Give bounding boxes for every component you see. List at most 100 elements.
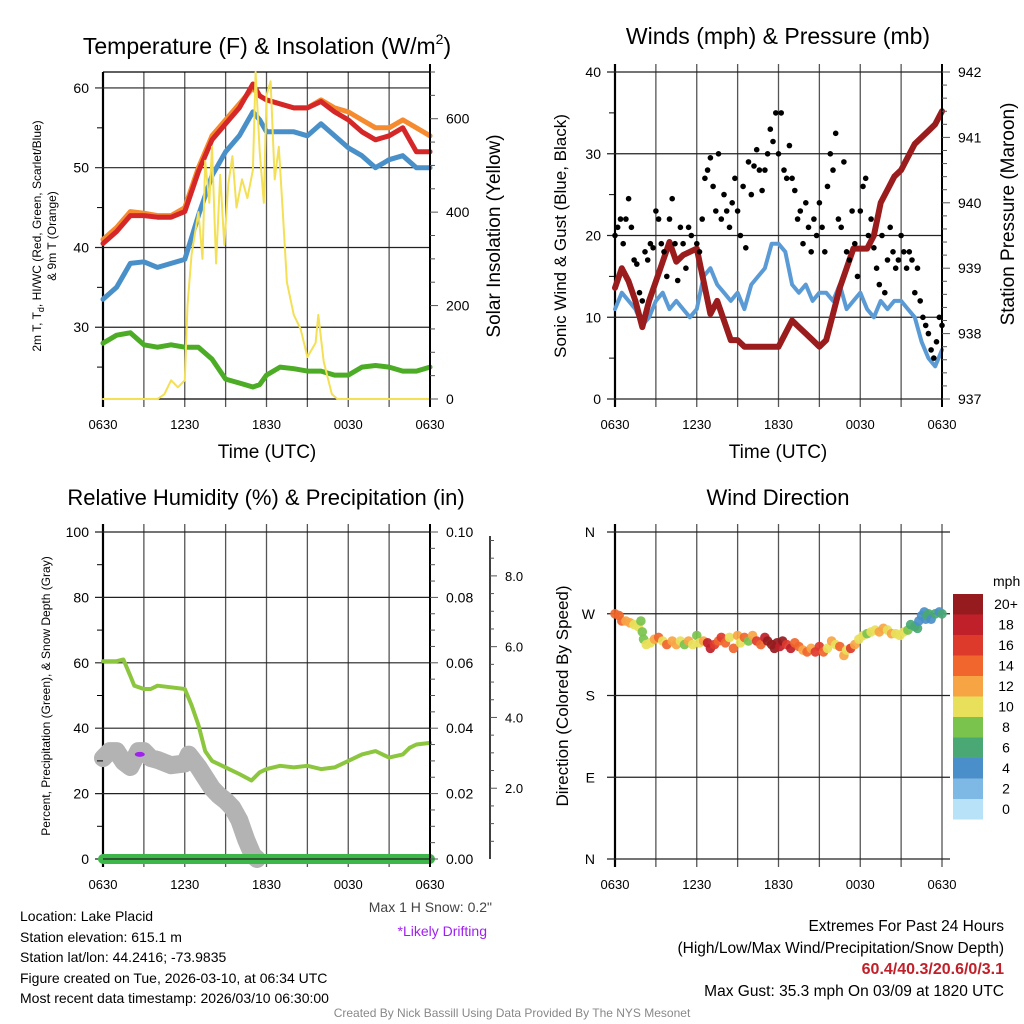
gust-point <box>669 195 675 202</box>
gust-point <box>745 159 752 165</box>
wdir-x-tick-label: 0030 <box>846 877 875 892</box>
gust-point <box>664 273 670 280</box>
temp-x-tick-label: 1830 <box>252 417 281 432</box>
legend-swatch <box>953 676 983 697</box>
wind-direction-point <box>692 630 702 641</box>
gust-point <box>729 200 735 206</box>
gust-point <box>783 175 790 182</box>
gust-point <box>813 232 820 239</box>
gust-point <box>614 224 621 231</box>
max-gust-text: Max Gust: 35.3 mph On 03/09 at 1820 UTC <box>704 982 1004 1000</box>
gust-point <box>922 322 929 329</box>
rh-x-tick-label: 1830 <box>252 877 281 892</box>
gust-point <box>775 151 782 157</box>
gust-point <box>636 289 643 296</box>
elevation-text: Station elevation: 615.1 m <box>20 928 182 945</box>
gust-point <box>617 216 624 222</box>
gust-point <box>892 265 899 272</box>
gust-point <box>871 245 877 251</box>
gust-point <box>723 208 730 214</box>
pressure-tick-label: 940 <box>958 195 982 211</box>
rh-x-tick-label: 0630 <box>89 877 118 892</box>
gust-point <box>822 249 828 255</box>
gust-point <box>789 175 795 182</box>
gust-point <box>688 232 695 239</box>
legend-label: 12 <box>998 678 1014 694</box>
series-snow-depth <box>94 742 266 868</box>
wdir-y-tick-label: E <box>586 769 595 785</box>
gust-point <box>849 208 855 214</box>
gust-point <box>792 187 798 194</box>
rh-x-tick-label: 0030 <box>334 877 363 892</box>
wind-x-tick-label: 0030 <box>846 417 875 432</box>
gust-point <box>751 163 757 169</box>
gust-point <box>857 208 864 214</box>
location-text: Location: Lake Placid <box>20 908 154 924</box>
extremes-title: Extremes For Past 24 Hours <box>808 918 1004 935</box>
legend-label: 18 <box>998 617 1014 633</box>
temp-x-tick-label: 0030 <box>334 417 363 432</box>
temp-x-tick-label: 1230 <box>170 417 199 432</box>
gust-point <box>852 240 858 247</box>
insolation-tick-label: 400 <box>446 204 470 220</box>
gust-point <box>781 167 787 173</box>
wind-direction-y-label: Direction (Colored By Speed) <box>553 585 572 806</box>
wind-y-tick-label: 0 <box>593 391 601 407</box>
precip-tick-label: 0.00 <box>446 851 473 867</box>
gust-point <box>702 175 708 182</box>
gust-point <box>876 281 883 288</box>
created-text: Figure created on Tue, 2026-03-10, at 06… <box>20 969 328 986</box>
gust-point <box>841 159 847 165</box>
gust-point <box>666 216 673 222</box>
gust-point <box>819 224 825 231</box>
gust-point <box>882 289 888 296</box>
legend-swatch <box>953 758 983 779</box>
wind-direction-point <box>724 632 735 643</box>
gust-point <box>642 249 648 255</box>
gust-point <box>740 183 746 190</box>
gust-point <box>655 216 662 222</box>
insolation-tick-label: 200 <box>446 298 470 314</box>
gust-point <box>674 277 681 284</box>
gust-point <box>873 265 880 272</box>
gust-point <box>661 249 667 255</box>
wdir-y-tick-label: N <box>585 524 595 540</box>
gust-point <box>658 240 665 247</box>
gust-point <box>931 355 937 361</box>
temperature-panel: Temperature (F) & Insolation (W/m2) 0630… <box>30 31 505 463</box>
series-hi-wc <box>100 109 433 302</box>
gust-point <box>718 216 725 222</box>
rh-x-tick-label: 1230 <box>170 877 199 892</box>
legend-swatch <box>953 614 983 635</box>
gust-point <box>914 265 921 272</box>
precip-tick-label: 0.04 <box>446 720 473 736</box>
gust-point <box>653 208 659 214</box>
legend-title: mph <box>993 573 1020 589</box>
gust-point <box>868 216 874 222</box>
wind-y-label: Sonic Wind & Gust (Blue, Black) <box>551 114 570 358</box>
rh-y-tick-label: 0 <box>81 851 89 867</box>
humidity-panel: Relative Humidity (%) & Precipitation (i… <box>39 485 523 939</box>
pressure-tick-label: 941 <box>958 129 982 145</box>
wdir-x-tick-label: 0630 <box>928 877 957 892</box>
max-snow-note: Max 1 H Snow: 0.2" <box>369 899 492 915</box>
gust-point <box>743 245 749 251</box>
gust-point <box>677 224 684 231</box>
temperature-y-label: 2m T, Td, HI/WC (Red, Green, Scarlet/Blu… <box>30 120 46 351</box>
legend-label: 6 <box>1002 740 1010 756</box>
rh-y-tick-label: 80 <box>73 589 89 605</box>
gust-point <box>620 240 626 247</box>
legend-swatch <box>953 717 983 738</box>
gust-point <box>707 155 714 161</box>
gust-point <box>816 200 823 206</box>
temp-y-tick-label: 40 <box>73 239 89 255</box>
wind-x-tick-label: 0630 <box>928 417 957 432</box>
humidity-title: Relative Humidity (%) & Precipitation (i… <box>67 485 464 510</box>
gust-point <box>737 232 744 239</box>
pressure-tick-label: 938 <box>958 326 982 342</box>
gust-point <box>925 330 932 337</box>
gust-point <box>721 191 727 198</box>
wind-direction-point <box>822 643 833 654</box>
wind-y-tick-label: 20 <box>585 228 601 244</box>
